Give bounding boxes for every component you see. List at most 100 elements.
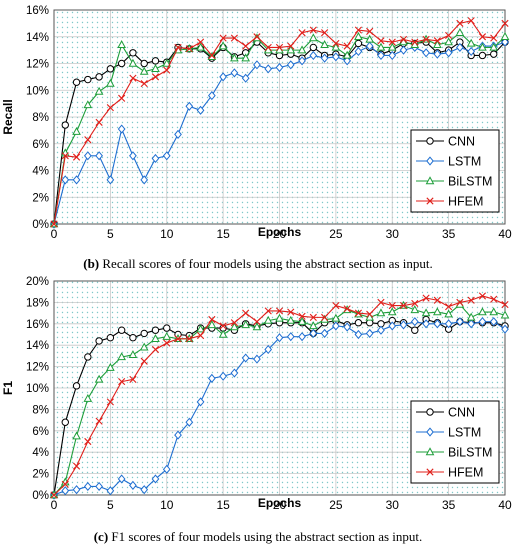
recall-legend-label-hfem: HFEM <box>448 195 483 209</box>
f1-point-cnn <box>129 334 137 342</box>
recall-point-hfem <box>377 37 385 45</box>
caption-f1: (c) F1 scores of four models using the a… <box>0 529 516 545</box>
f1-point-lstm <box>241 353 250 363</box>
recall-point-cnn <box>61 121 69 129</box>
recall-x-tick-label: 25 <box>329 227 343 241</box>
recall-point-hfem <box>84 136 92 144</box>
f1-point-hfem <box>388 302 396 310</box>
f1-point-cnn <box>95 337 103 345</box>
f1-x-tick-label: 40 <box>498 498 512 512</box>
recall-point-lstm <box>298 56 306 66</box>
recall-y-tick-label: 16% <box>26 5 49 17</box>
f1-point-hfem <box>50 491 58 499</box>
recall-point-hfem <box>140 79 148 88</box>
f1-point-hfem <box>287 308 295 316</box>
f1-point-hfem <box>298 312 306 320</box>
f1-point-hfem <box>309 313 317 321</box>
recall-point-lstm <box>106 175 115 185</box>
f1-point-cnn <box>72 382 81 390</box>
f1-point-bilstm <box>241 320 251 329</box>
f1-legend-marker-cnn <box>426 408 434 416</box>
recall-point-bilstm <box>500 32 510 40</box>
f1-point-hfem <box>501 300 509 309</box>
recall-point-hfem <box>219 34 227 42</box>
f1-x-tick-label: 15 <box>216 498 230 512</box>
recall-point-cnn <box>151 57 160 65</box>
recall-point-lstm <box>207 91 216 101</box>
recall-legend-label-cnn: CNN <box>448 135 475 149</box>
recall-point-bilstm <box>72 126 81 135</box>
f1-point-bilstm <box>410 305 420 314</box>
f1-series-lstm <box>50 317 509 500</box>
f1-point-lstm <box>298 332 306 342</box>
f1-point-lstm <box>399 320 408 330</box>
f1-point-hfem <box>411 299 419 308</box>
recall-point-lstm <box>174 129 182 139</box>
f1-point-bilstm <box>207 320 217 329</box>
f1-point-lstm <box>196 397 205 407</box>
recall-point-bilstm <box>320 40 329 48</box>
recall-point-hfem <box>411 38 419 46</box>
f1-y-tick-label: 10% <box>26 383 49 395</box>
recall-point-hfem <box>230 34 238 42</box>
f1-point-hfem <box>478 292 487 300</box>
recall-point-hfem <box>422 35 430 44</box>
f1-point-bilstm <box>252 322 262 331</box>
recall-point-bilstm <box>331 42 341 51</box>
f1-point-lstm <box>275 333 284 343</box>
recall-point-lstm <box>230 68 239 78</box>
f1-point-bilstm <box>308 321 318 330</box>
f1-point-hfem <box>196 331 205 340</box>
recall-point-bilstm <box>478 42 487 51</box>
recall-point-hfem <box>242 42 250 50</box>
recall-y-tick-label: 8% <box>32 112 49 124</box>
f1-point-bilstm <box>230 322 239 331</box>
recall-point-hfem <box>61 152 69 160</box>
recall-point-bilstm <box>162 58 172 67</box>
recall-point-lstm <box>95 151 103 161</box>
recall-x-tick-label: 35 <box>442 227 456 241</box>
f1-point-lstm <box>501 324 509 334</box>
f1-y-tick-label: 8% <box>32 404 49 416</box>
f1-point-lstm <box>219 371 227 381</box>
f1-point-hfem <box>185 335 193 343</box>
recall-chart: 0% 2% 4% 6% 8% 10% 12% 14% 16% 0 5 10 15 20 25 30 35 40 Ep… <box>1 5 512 241</box>
recall-point-lstm <box>399 45 408 55</box>
f1-point-lstm <box>388 321 397 331</box>
f1-point-hfem <box>321 313 329 321</box>
recall-point-lstm <box>196 105 205 115</box>
recall-point-hfem <box>129 74 137 82</box>
recall-y-tick-label: 2% <box>32 192 49 204</box>
recall-point-bilstm <box>241 53 251 62</box>
f1-plot-frame <box>53 280 506 496</box>
f1-x-tick-label: 0 <box>51 498 58 512</box>
f1-point-hfem <box>422 294 430 302</box>
recall-x-tick-label: 30 <box>386 227 400 241</box>
f1-point-hfem <box>275 307 284 315</box>
recall-point-cnn <box>309 43 318 52</box>
recall-point-hfem <box>490 34 498 42</box>
recall-point-lstm <box>264 64 273 74</box>
f1-point-bilstm <box>387 307 397 316</box>
f1-y-tick-label: 4% <box>32 447 49 459</box>
f1-x-tick-label: 20 <box>273 498 287 512</box>
f1-point-hfem <box>219 322 227 330</box>
recall-point-lstm <box>185 101 194 111</box>
caption-recall-label: (b) <box>83 256 100 271</box>
recall-point-bilstm <box>83 100 93 109</box>
recall-point-lstm <box>72 175 81 185</box>
recall-point-bilstm <box>139 66 149 75</box>
recall-point-cnn <box>106 65 115 73</box>
f1-series-hfem <box>50 292 509 499</box>
recall-point-bilstm <box>342 50 352 59</box>
recall-point-hfem <box>478 33 487 41</box>
f1-point-bilstm <box>331 313 341 322</box>
f1-point-lstm <box>456 317 464 327</box>
f1-x-tick-label: 10 <box>160 498 174 512</box>
f1-legend-marker-lstm <box>426 427 434 437</box>
f1-point-cnn <box>117 326 126 334</box>
f1-y-tick-label: 14% <box>26 340 49 352</box>
recall-point-lstm <box>365 41 374 51</box>
recall-point-lstm <box>61 175 70 185</box>
recall-point-hfem <box>208 51 216 60</box>
